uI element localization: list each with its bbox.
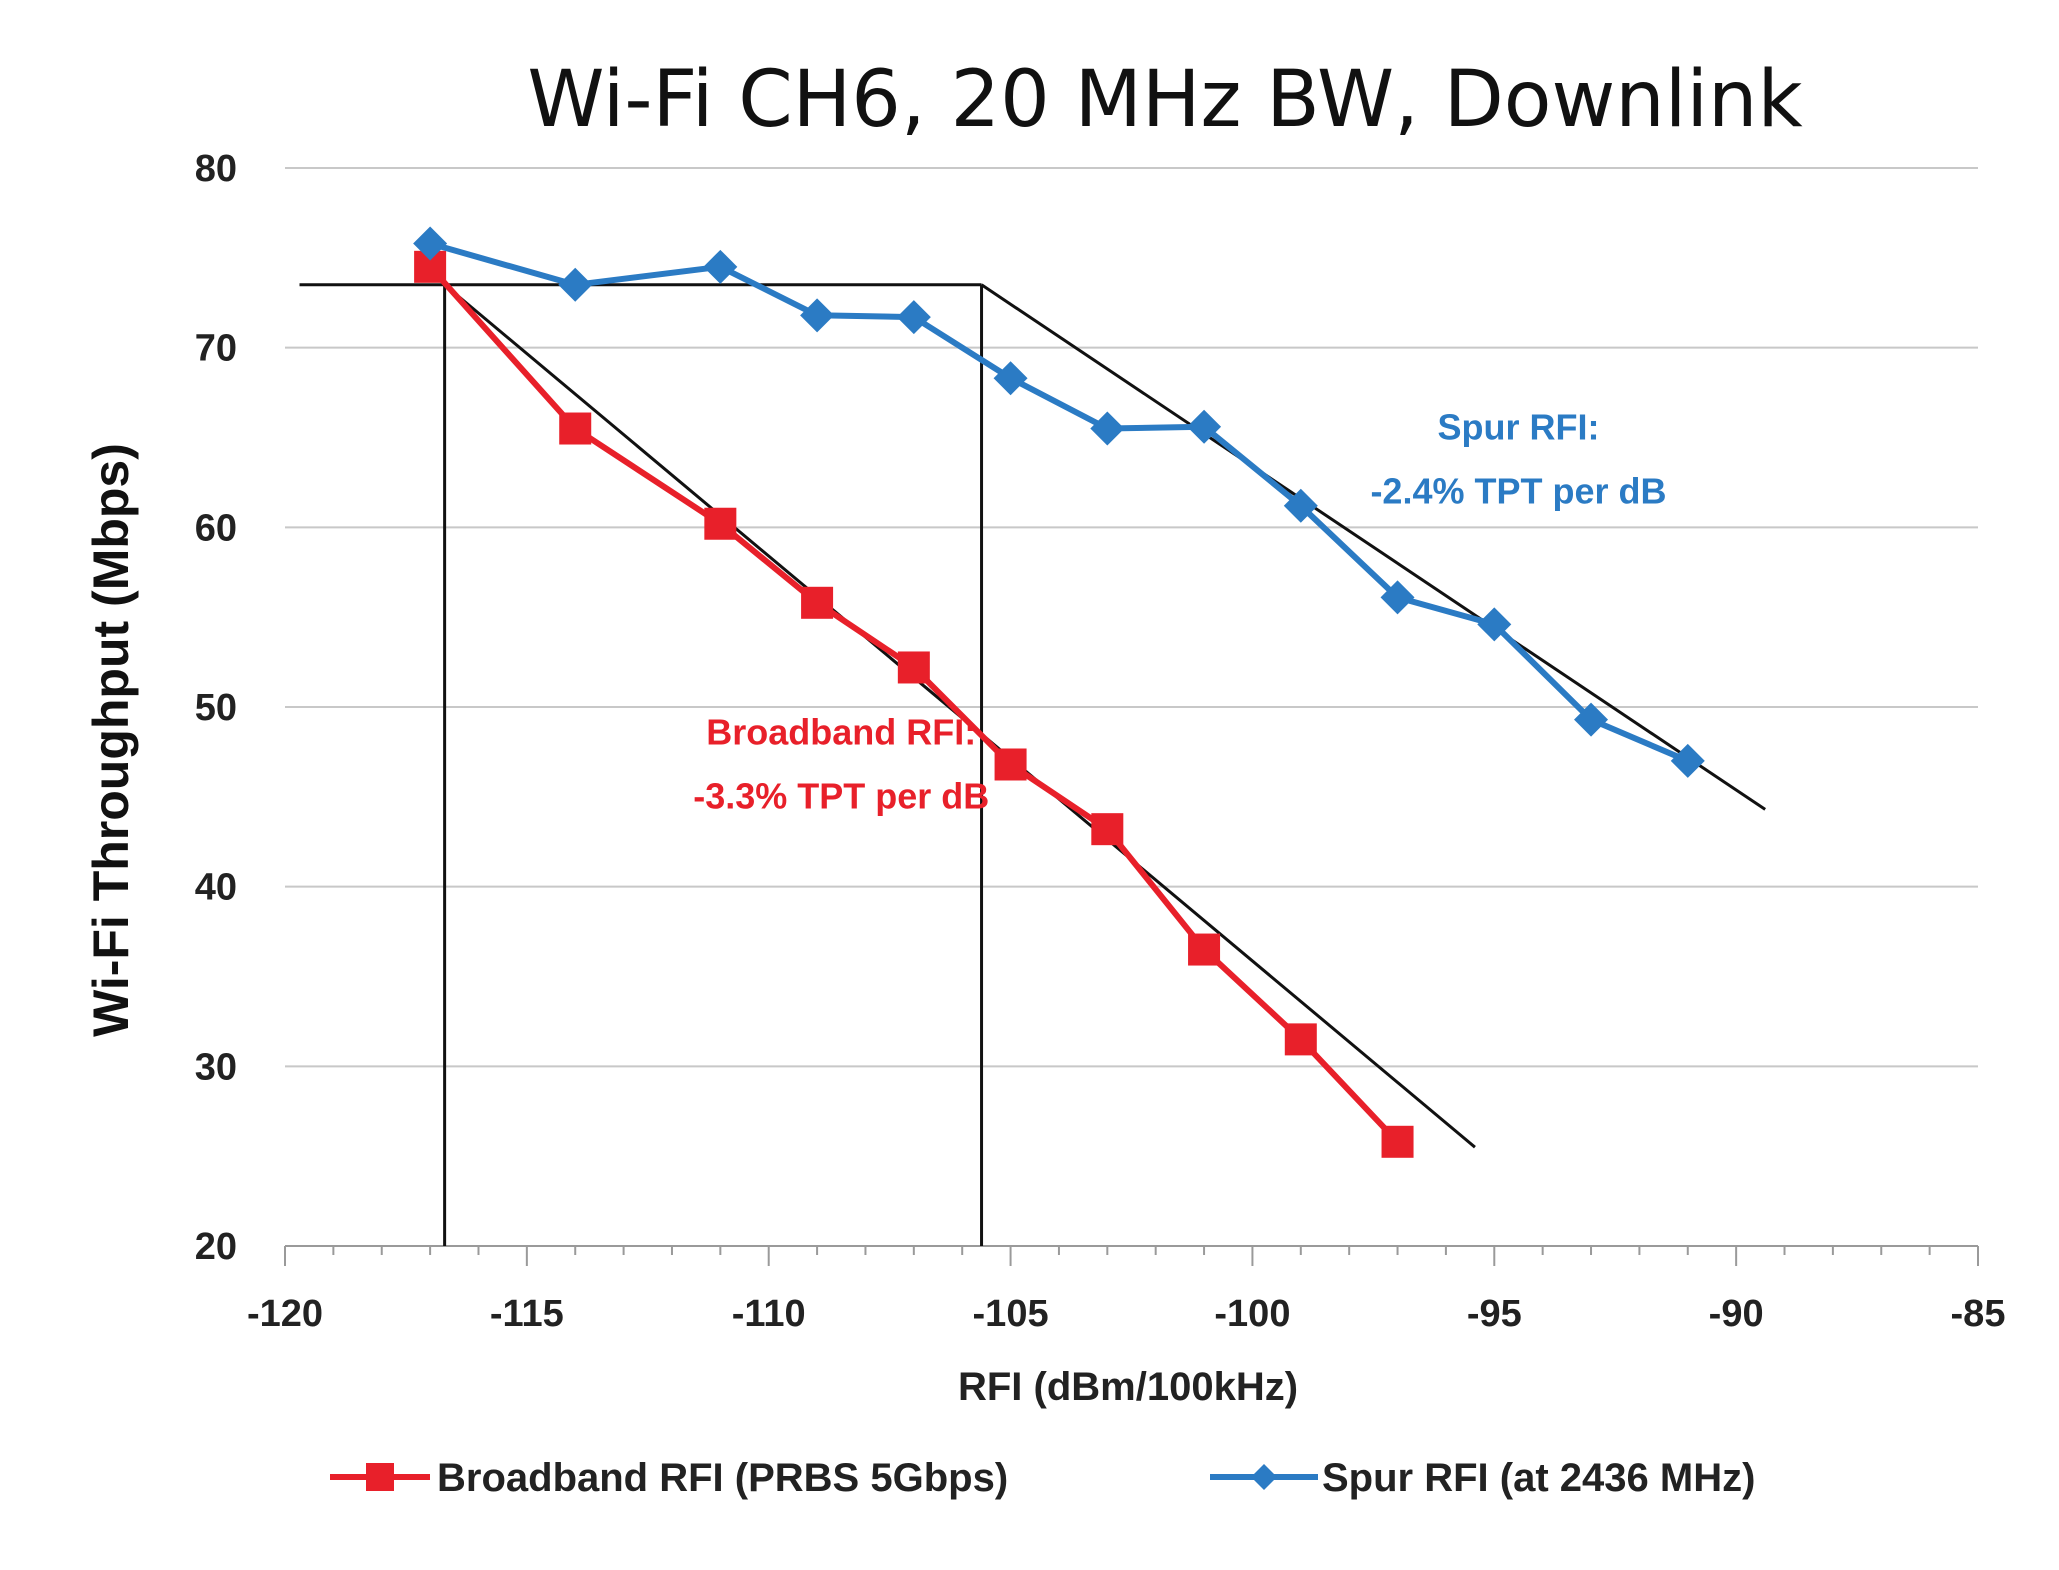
data-point-spur [558,267,593,302]
axes: 20 30 40 50 60 70 80 -120 -115 -110 -105 -100 -95 -90… [195,148,2006,1335]
data-point-spur [413,226,448,261]
x-tick-label: -100 [1214,1293,1290,1335]
data-point-spur [1574,702,1609,737]
legend-marker-diamond [1251,1464,1277,1490]
data-point-spur [1477,607,1512,642]
data-point-spur [1090,411,1125,446]
data-point-spur [1380,580,1415,615]
annotation-text: -2.4% TPT per dB [1370,470,1666,511]
x-tick-label: -115 [490,1293,564,1335]
x-tick-label: -120 [247,1293,323,1335]
y-tick-label: 80 [195,148,237,190]
series-line-0 [427,264,1400,1144]
data-point-spur [1670,743,1705,778]
data-point-broadband [704,507,737,540]
data-point-spur [896,300,931,335]
data-point-broadband [1091,813,1124,846]
gridlines [285,167,1978,1068]
legend-label-0: Broadband RFI (PRBS 5Gbps) [437,1456,1008,1500]
data-point-spur [993,361,1028,396]
y-tick-label: 40 [195,867,237,909]
y-tick-label: 30 [195,1046,237,1088]
data-point-broadband [559,412,592,445]
data-point-broadband [1188,933,1221,966]
series [413,226,1705,1158]
x-tick-label: -90 [1709,1293,1764,1335]
data-point-broadband [897,651,930,684]
legend-label-1: Spur RFI (at 2436 MHz) [1322,1456,1755,1500]
annotation-text: -3.3% TPT per dB [693,776,989,817]
data-point-spur [1283,488,1318,523]
data-point-broadband [1381,1125,1414,1158]
y-axis-label: Wi-Fi Throughput (Mbps) [83,443,139,1037]
x-tick-label: -95 [1467,1293,1522,1335]
y-tick-label: 60 [195,507,237,549]
data-point-broadband [994,748,1027,781]
y-tick-label: 70 [195,328,237,370]
legend-marker-square [366,1463,394,1491]
data-point-broadband [1284,1023,1317,1056]
data-point-spur [1187,409,1222,444]
x-tick-label: -85 [1951,1293,2006,1335]
x-axis-label: RFI (dBm/100kHz) [958,1365,1298,1409]
y-tick-label: 50 [195,687,237,729]
x-tick-label: -110 [732,1293,806,1335]
data-point-spur [800,298,835,333]
legend: Broadband RFI (PRBS 5Gbps) Spur RFI (at 2… [330,1456,1755,1500]
trend-line [980,283,1767,811]
data-point-broadband [801,586,834,619]
x-tick-label: -105 [973,1293,1049,1335]
data-point-spur [703,249,738,284]
annotation-text: Broadband RFI: [706,712,976,753]
y-tick-label: 20 [195,1226,237,1268]
annotation-text: Spur RFI: [1437,406,1599,447]
chart-title: Wi-Fi CH6, 20 MHz BW, Downlink [527,55,1802,145]
annotations: Broadband RFI: -3.3% TPT per dB Spur RFI: -… [693,406,1666,816]
